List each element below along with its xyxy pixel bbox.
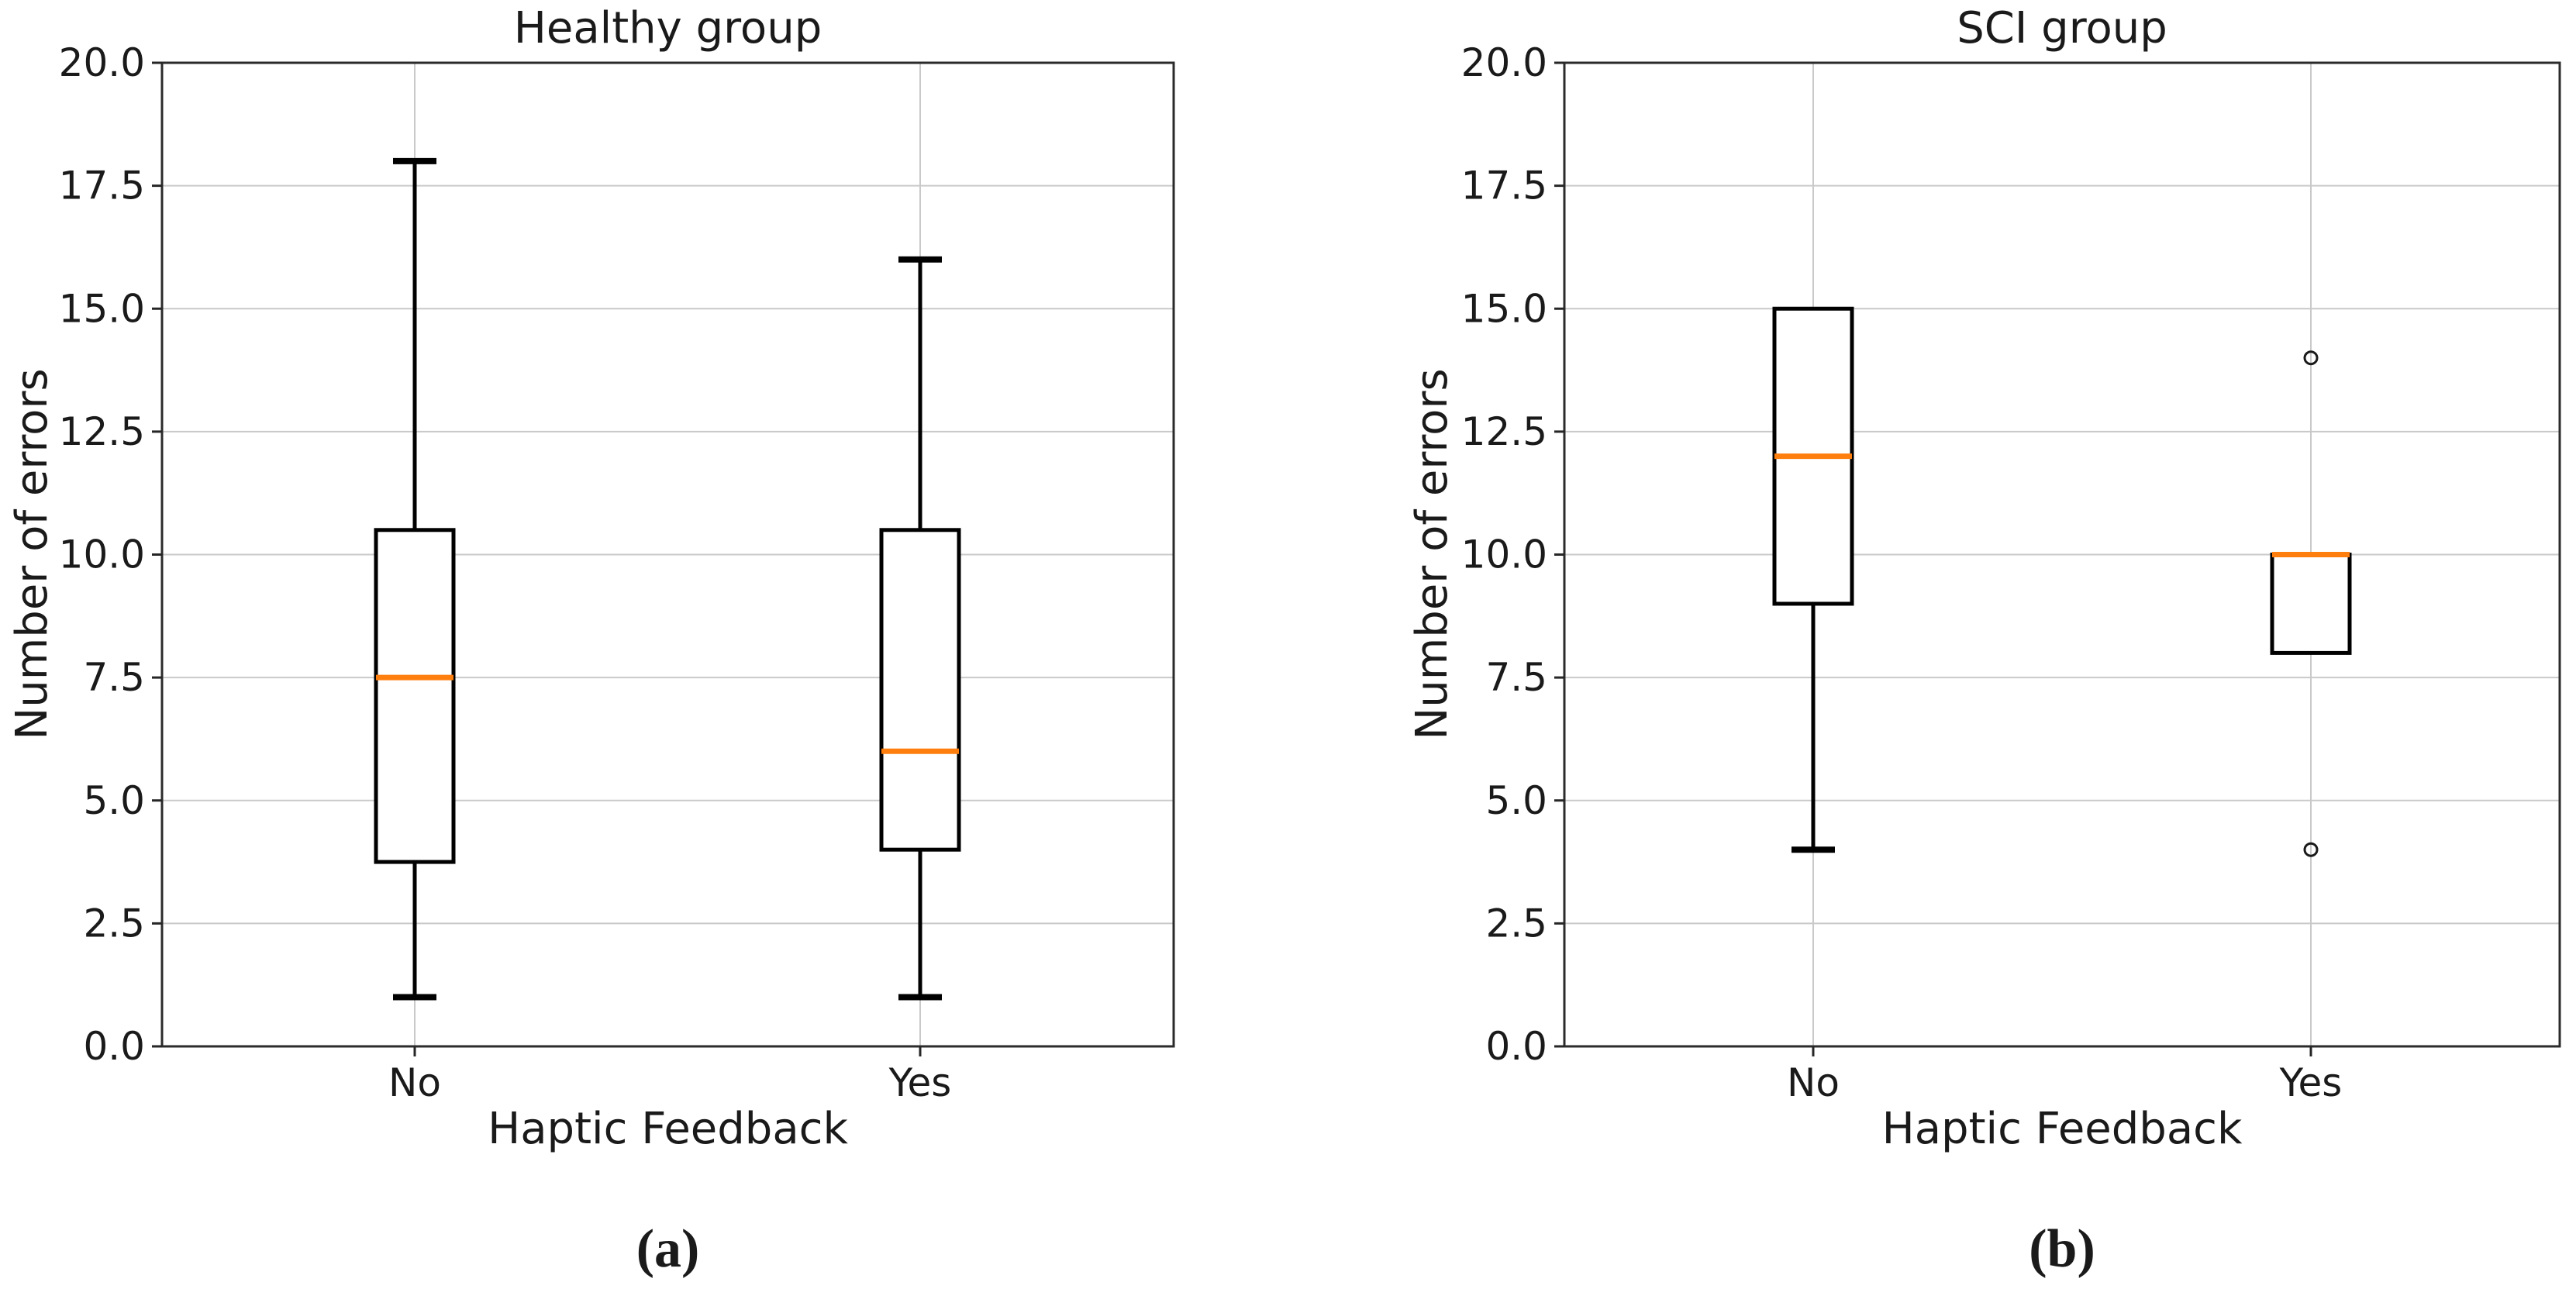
chart-title-sci: SCI group bbox=[1957, 3, 2167, 53]
box-yes bbox=[879, 256, 961, 1001]
y-axis-label-sci: Number of errors bbox=[1407, 368, 1457, 740]
iqr-box bbox=[374, 528, 456, 864]
iqr-box bbox=[2270, 553, 2352, 655]
iqr-box bbox=[879, 528, 961, 852]
y-tick-label: 10.0 bbox=[59, 532, 145, 577]
box-yes bbox=[2270, 350, 2352, 857]
x-tick-label: No bbox=[1787, 1060, 1840, 1105]
box-no bbox=[1772, 306, 1854, 853]
y-tick-label: 0.0 bbox=[1485, 1024, 1547, 1069]
y-tick-label: 2.5 bbox=[1485, 901, 1547, 946]
y-tick-label: 15.0 bbox=[1461, 286, 1547, 331]
x-tick-label: No bbox=[388, 1060, 441, 1105]
y-tick-label: 20.0 bbox=[1461, 40, 1547, 85]
y-tick-label: 7.5 bbox=[1485, 655, 1547, 700]
outlier-point bbox=[2303, 842, 2319, 857]
x-tick-label: Yes bbox=[2279, 1060, 2343, 1105]
box-no bbox=[374, 157, 456, 1001]
y-tick-label: 10.0 bbox=[1461, 532, 1547, 577]
x-axis-label-healthy: Haptic Feedback bbox=[488, 1104, 848, 1154]
y-tick-label: 2.5 bbox=[83, 901, 145, 946]
subfigure-caption-a: (a) bbox=[636, 1219, 700, 1279]
y-tick-label: 15.0 bbox=[59, 286, 145, 331]
chart-title-healthy: Healthy group bbox=[513, 3, 822, 53]
y-tick-label: 5.0 bbox=[1485, 778, 1547, 823]
y-tick-label: 20.0 bbox=[59, 40, 145, 85]
y-tick-label: 7.5 bbox=[83, 655, 145, 700]
y-tick-label: 17.5 bbox=[1461, 164, 1547, 208]
y-tick-label: 17.5 bbox=[59, 164, 145, 208]
y-tick-label: 0.0 bbox=[83, 1024, 145, 1069]
boxplot-healthy: 0.0 2.5 5.0 7.5 10.0 12.5 15.0 17.5 20.0 No Yes bbox=[59, 40, 1175, 1105]
y-axis-label-healthy: Number of errors bbox=[7, 368, 57, 740]
y-tick-label: 12.5 bbox=[1461, 409, 1547, 454]
y-tick-label: 5.0 bbox=[83, 778, 145, 823]
boxplot-sci: 0.0 2.5 5.0 7.5 10.0 12.5 15.0 17.5 20.0 No Yes bbox=[1461, 40, 2561, 1105]
x-axis-label-sci: Haptic Feedback bbox=[1881, 1104, 2243, 1154]
subfigure-caption-b: (b) bbox=[2029, 1219, 2095, 1279]
outlier-point bbox=[2303, 350, 2319, 366]
x-tick-label: Yes bbox=[888, 1060, 952, 1105]
y-tick-label: 12.5 bbox=[59, 409, 145, 454]
